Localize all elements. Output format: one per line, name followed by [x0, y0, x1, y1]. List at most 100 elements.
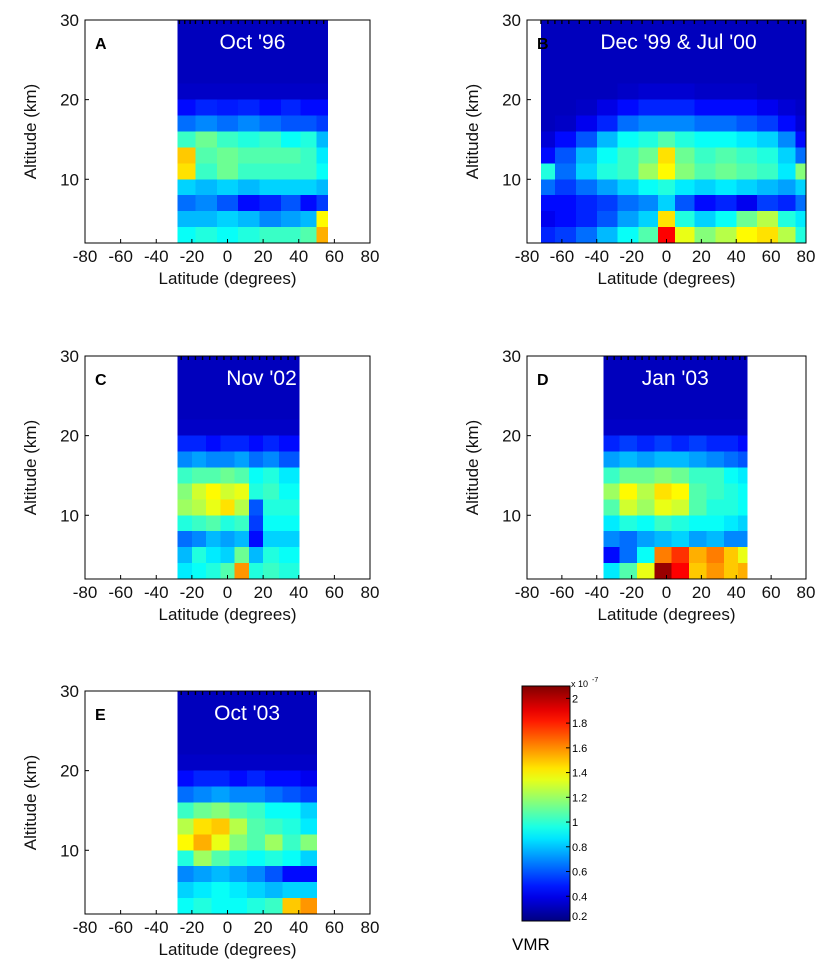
heatmap-cell — [193, 802, 213, 820]
heatmap-cell — [689, 515, 708, 532]
heatmap-cell — [229, 818, 248, 835]
heatmap-cell — [264, 850, 284, 867]
heatmap-cell — [177, 531, 193, 548]
heatmap-cell — [234, 531, 250, 548]
heatmap-cell — [715, 227, 737, 244]
heatmap-cell — [177, 115, 197, 133]
heatmap-cell — [229, 834, 248, 851]
x-tick-label: 20 — [692, 583, 711, 602]
heatmap-cell — [259, 163, 282, 180]
heatmap-cell — [715, 131, 737, 149]
heatmap-cell — [206, 356, 221, 373]
heatmap-cell — [657, 179, 676, 196]
heatmap-cell — [603, 547, 621, 564]
heatmap-cell — [193, 818, 213, 835]
heatmap-cell — [540, 147, 556, 164]
heatmap-cell — [596, 35, 619, 53]
heatmap-cell — [778, 147, 797, 164]
heatmap-cell — [715, 51, 737, 69]
x-tick-label: -80 — [515, 583, 540, 602]
heatmap-cell — [736, 35, 758, 53]
heatmap-cell — [675, 195, 695, 212]
heatmap-cell — [234, 499, 250, 516]
heatmap-cell — [694, 227, 716, 244]
heatmap-cell — [234, 483, 250, 500]
heatmap-cell — [736, 163, 758, 180]
heatmap-cell — [603, 499, 621, 516]
colorbar-tick-label: 1.4 — [572, 768, 587, 780]
heatmap-cell — [689, 419, 708, 437]
heatmap-cell — [671, 435, 690, 453]
heatmap-cell — [300, 131, 318, 149]
heatmap-cell — [280, 115, 302, 133]
heatmap-cell — [177, 850, 195, 867]
heatmap-cell — [575, 35, 598, 53]
x-tick-label: -60 — [108, 247, 133, 266]
heatmap-cell — [282, 722, 302, 740]
heatmap-cell — [778, 211, 797, 228]
heatmap-cell — [177, 483, 193, 500]
heatmap-cell — [603, 403, 621, 421]
heatmap-cell — [279, 499, 300, 516]
heatmap-cell — [264, 738, 284, 756]
heatmap-cell — [238, 211, 261, 228]
heatmap-cell — [596, 211, 619, 228]
heatmap-cell — [234, 467, 250, 485]
heatmap-cell — [671, 563, 690, 580]
heatmap-cell — [216, 131, 239, 149]
heatmap-cell — [638, 179, 659, 196]
heatmap-cell — [540, 131, 556, 149]
heatmap-cell — [229, 898, 248, 915]
heatmap-cell — [724, 467, 739, 485]
heatmap-cell — [211, 706, 230, 724]
heatmap-cell — [248, 356, 264, 373]
heatmap-cell — [657, 20, 676, 37]
heatmap-cell — [540, 179, 556, 196]
x-tick-label: -20 — [180, 583, 205, 602]
heatmap-cell — [737, 531, 748, 548]
x-tick-label: 40 — [289, 918, 308, 937]
heatmap-cell — [757, 35, 779, 53]
heatmap-cell — [575, 51, 598, 69]
y-tick-label: 10 — [502, 170, 521, 189]
heatmap-cell — [706, 531, 725, 548]
heatmap-cell — [177, 179, 197, 196]
panel-title: Nov '02 — [226, 367, 297, 390]
heatmap-cell — [177, 195, 197, 212]
heatmap-cell — [671, 499, 690, 516]
heatmap-cell — [279, 419, 300, 437]
heatmap-cell — [234, 403, 250, 421]
heatmap-cell — [757, 163, 779, 180]
heatmap-cell — [206, 515, 221, 532]
heatmap-cell — [540, 51, 556, 69]
heatmap-cell — [657, 51, 676, 69]
heatmap-cell — [300, 802, 318, 820]
heatmap-cell — [596, 163, 619, 180]
heatmap-cell — [706, 356, 725, 373]
y-tick-label: 20 — [60, 427, 79, 446]
x-tick-label: 0 — [223, 583, 232, 602]
colorbar-exponent: x 10 — [571, 679, 588, 689]
heatmap-cell — [259, 179, 282, 196]
heatmap-cell — [706, 483, 725, 500]
heatmap-cell — [177, 898, 195, 915]
heatmap-cell — [596, 99, 619, 117]
heatmap-cell — [211, 738, 230, 756]
heatmap-cell — [282, 738, 302, 756]
x-tick-label: -40 — [144, 918, 169, 937]
x-tick-label: 40 — [727, 247, 746, 266]
heatmap-cell — [216, 115, 239, 133]
observation-marks — [540, 20, 804, 24]
y-tick-label: 10 — [60, 170, 79, 189]
heatmap-cell — [778, 163, 797, 180]
heatmap-cell — [177, 786, 195, 804]
heatmap-cell — [247, 770, 266, 788]
heatmap-cell — [778, 67, 797, 85]
heatmap-cell — [737, 371, 748, 389]
heatmap-cell — [211, 770, 230, 788]
heatmap-cell — [575, 115, 598, 133]
heatmap-cell — [671, 547, 690, 564]
heatmap-cell — [778, 227, 797, 244]
heatmap-cell — [715, 115, 737, 133]
